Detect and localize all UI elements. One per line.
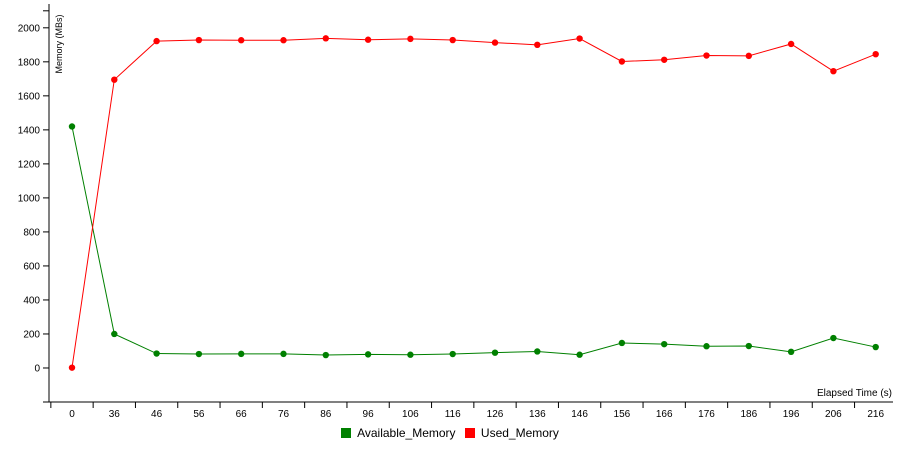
x-tick-label: 36 — [109, 409, 121, 420]
data-point-used-memory — [830, 67, 837, 75]
legend-item-available-memory[interactable]: Available_Memory — [341, 426, 456, 440]
data-point-available-memory — [872, 343, 879, 351]
x-tick-label: 126 — [487, 409, 504, 420]
data-point-available-memory — [618, 339, 626, 347]
y-tick-label: 1000 — [18, 193, 41, 204]
data-point-available-memory — [153, 350, 160, 357]
y-tick-label: 1200 — [18, 159, 41, 170]
legend-label-used-memory: Used_Memory — [480, 426, 559, 440]
x-tick-label: 76 — [278, 409, 290, 420]
data-point-used-memory — [703, 52, 710, 59]
data-point-used-memory — [68, 364, 76, 371]
x-tick-label: 146 — [571, 409, 588, 420]
y-tick-label: 600 — [23, 261, 40, 272]
x-tick-label: 216 — [867, 409, 884, 420]
data-point-used-memory — [449, 36, 456, 44]
x-tick-label: 46 — [151, 409, 163, 420]
data-point-available-memory — [68, 123, 76, 130]
data-point-used-memory — [661, 56, 668, 63]
data-point-used-memory — [407, 35, 414, 43]
data-point-used-memory — [111, 76, 118, 83]
x-tick-label: 206 — [825, 409, 842, 420]
data-point-available-memory — [407, 351, 414, 358]
data-point-used-memory — [745, 52, 752, 60]
data-point-used-memory — [618, 58, 626, 65]
x-tick-label: 96 — [363, 409, 375, 420]
data-point-available-memory — [238, 350, 245, 358]
data-point-available-memory — [787, 348, 795, 356]
data-point-available-memory — [280, 350, 287, 358]
y-tick-label: 2000 — [18, 23, 41, 34]
x-tick-label: 176 — [698, 409, 715, 420]
y-tick-label: 800 — [23, 227, 40, 238]
data-point-available-memory — [364, 351, 372, 358]
data-point-used-memory — [364, 36, 372, 43]
x-tick-label: 166 — [656, 409, 673, 420]
data-point-used-memory — [280, 37, 287, 44]
x-tick-label: 56 — [193, 409, 205, 420]
data-point-used-memory — [491, 39, 499, 46]
x-tick-label: 66 — [236, 409, 248, 420]
x-tick-label: 156 — [614, 409, 631, 420]
legend-item-used-memory[interactable]: Used_Memory — [464, 426, 559, 440]
x-axis-label: Elapsed Time (s) — [817, 388, 892, 399]
series-line-available-memory — [71, 126, 876, 356]
x-tick-label: 196 — [783, 409, 800, 420]
legend-swatch-used-memory — [464, 428, 475, 438]
legend-label-available-memory: Available_Memory — [357, 426, 456, 440]
data-point-used-memory — [153, 37, 160, 45]
data-point-available-memory — [661, 340, 668, 348]
x-tick-label: 0 — [69, 409, 75, 420]
legend: Available_Memory Used_Memory — [0, 426, 900, 441]
data-point-available-memory — [703, 343, 710, 350]
y-tick-label: 400 — [23, 295, 40, 306]
data-point-used-memory — [872, 50, 879, 58]
y-tick-label: 200 — [23, 329, 40, 340]
y-tick-label: 1800 — [18, 57, 41, 68]
x-tick-label: 106 — [402, 409, 419, 420]
y-tick-label: 0 — [34, 363, 40, 374]
data-point-available-memory — [534, 348, 541, 355]
data-point-used-memory — [238, 37, 245, 44]
data-point-used-memory — [576, 35, 583, 42]
x-tick-label: 116 — [445, 409, 461, 420]
data-point-available-memory — [111, 330, 118, 338]
data-point-used-memory — [787, 40, 795, 48]
data-point-available-memory — [322, 351, 329, 359]
y-tick-label: 1600 — [18, 91, 41, 102]
data-point-available-memory — [576, 351, 583, 358]
data-point-available-memory — [449, 350, 456, 358]
data-point-used-memory — [534, 41, 541, 49]
x-tick-label: 136 — [529, 409, 546, 420]
x-tick-label: 186 — [740, 409, 757, 420]
data-point-available-memory — [491, 349, 499, 356]
series-line-used-memory — [71, 37, 876, 368]
data-point-used-memory — [322, 35, 329, 42]
y-tick-label: 1400 — [18, 125, 41, 136]
data-point-available-memory — [745, 342, 752, 350]
data-point-used-memory — [195, 36, 203, 44]
data-point-available-memory — [830, 334, 837, 342]
legend-swatch-available-memory — [341, 428, 352, 438]
y-axis-label: Memory (MBs) — [54, 15, 64, 74]
x-tick-label: 86 — [320, 409, 332, 420]
data-point-available-memory — [195, 350, 203, 358]
